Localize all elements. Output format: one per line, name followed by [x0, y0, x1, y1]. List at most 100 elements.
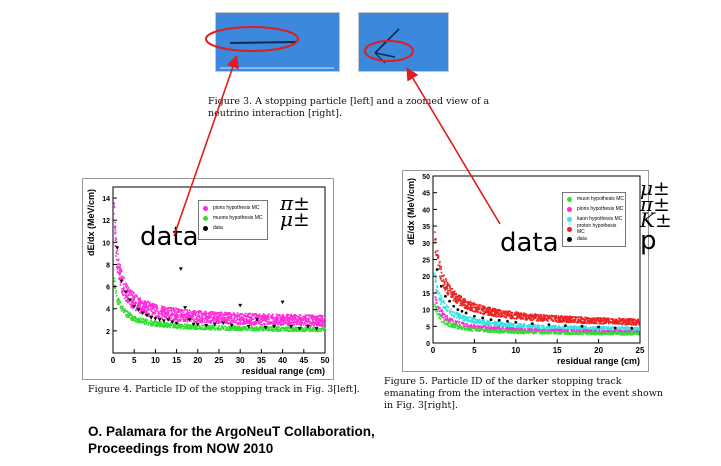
- mc-point: [294, 329, 297, 331]
- mc-point: [274, 328, 277, 331]
- mc-point: [588, 327, 590, 330]
- mc-point: [454, 296, 457, 299]
- mc-point: [498, 314, 500, 317]
- mc-point: [240, 327, 243, 330]
- mc-point: [300, 328, 302, 331]
- mc-point: [140, 320, 142, 322]
- mc-point: [170, 309, 173, 311]
- mc-point: [615, 318, 617, 321]
- mc-point: [147, 323, 149, 326]
- mc-point: [487, 306, 490, 309]
- mc-point: [277, 319, 279, 322]
- mc-point: [304, 315, 307, 318]
- mc-point: [610, 321, 612, 324]
- mc-point: [256, 329, 258, 332]
- mc-point: [516, 312, 519, 314]
- mc-point: [277, 327, 279, 330]
- mc-point: [600, 322, 603, 325]
- mc-point: [505, 310, 508, 313]
- mc-point: [586, 322, 588, 325]
- mc-point: [131, 299, 134, 301]
- mc-point: [575, 316, 578, 319]
- mc-point: [481, 308, 484, 311]
- mc-point: [487, 325, 490, 328]
- mc-point: [134, 302, 137, 304]
- mc-point: [247, 315, 250, 318]
- mc-point: [498, 323, 500, 326]
- mc-point: [274, 321, 276, 324]
- mc-point: [125, 310, 128, 312]
- mc-point: [139, 305, 141, 308]
- mc-point: [173, 313, 175, 316]
- mc-point: [131, 304, 133, 306]
- mc-point: [285, 313, 288, 316]
- mc-point: [509, 325, 512, 328]
- mc-point: [545, 317, 547, 320]
- mc-point: [257, 327, 259, 330]
- mc-point: [624, 321, 626, 324]
- mc-point: [607, 326, 610, 328]
- mc-point: [569, 325, 571, 327]
- mc-point: [161, 318, 164, 320]
- mc-point: [472, 321, 474, 324]
- mc-point: [597, 327, 600, 330]
- mc-point: [147, 314, 149, 317]
- figure4-label: Figure 4.: [88, 384, 133, 395]
- mc-point: [318, 322, 320, 325]
- mc-point: [130, 290, 133, 293]
- mc-point: [283, 316, 286, 319]
- mc-point: [545, 327, 548, 329]
- data-point: [297, 327, 302, 331]
- mc-point: [239, 321, 242, 323]
- mc-point: [439, 275, 441, 277]
- mc-point: [219, 327, 222, 330]
- mc-point: [323, 317, 326, 320]
- mc-point: [210, 321, 213, 324]
- mc-point: [121, 307, 124, 310]
- mc-point: [243, 322, 246, 324]
- mc-point: [577, 327, 580, 329]
- mc-point: [556, 326, 559, 329]
- mc-point: [288, 322, 290, 324]
- mc-point: [284, 317, 287, 320]
- mc-point: [602, 322, 605, 324]
- mc-point: [463, 304, 465, 306]
- mc-point: [143, 302, 146, 304]
- mc-point: [567, 316, 570, 319]
- mc-point: [435, 279, 437, 281]
- data-point: [195, 322, 200, 327]
- data-point: [272, 324, 277, 329]
- mc-point: [286, 318, 289, 321]
- mc-point: [304, 330, 307, 332]
- mc-point: [116, 298, 119, 300]
- mc-point: [553, 325, 556, 327]
- mc-point: [522, 326, 525, 329]
- mc-point: [612, 322, 615, 324]
- mc-point: [190, 327, 192, 329]
- mc-point: [506, 311, 509, 313]
- mc-point: [445, 278, 447, 280]
- mc-point: [589, 317, 592, 320]
- mc-point: [515, 312, 517, 315]
- mc-point: [501, 327, 503, 330]
- mc-point: [446, 293, 449, 296]
- mc-point: [140, 301, 142, 304]
- mc-point: [262, 316, 265, 319]
- mc-point: [542, 327, 545, 330]
- mc-point: [125, 296, 128, 299]
- mc-point: [514, 327, 516, 330]
- mc-point: [150, 307, 152, 309]
- mc-point: [543, 316, 545, 318]
- mc-point: [320, 321, 323, 324]
- mc-point: [501, 321, 504, 324]
- mc-point: [440, 268, 442, 270]
- mc-point: [440, 309, 443, 312]
- mc-point: [116, 249, 119, 252]
- mc-point: [576, 327, 579, 329]
- mc-point: [236, 329, 239, 332]
- mc-point: [319, 319, 321, 322]
- mc-point: [129, 317, 132, 320]
- mc-point: [233, 326, 236, 328]
- mc-point: [491, 313, 493, 315]
- mc-point: [612, 330, 615, 333]
